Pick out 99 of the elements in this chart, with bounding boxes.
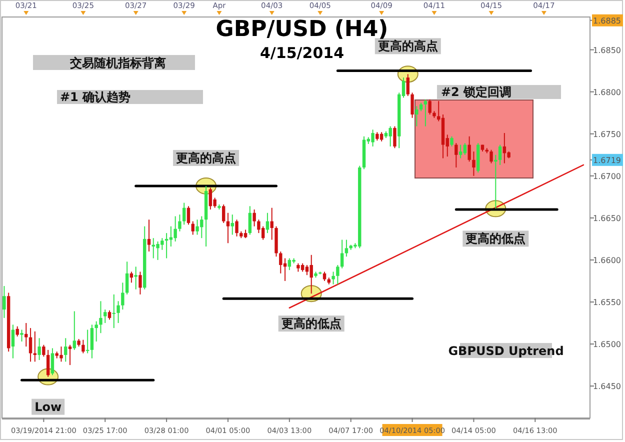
annotation: #2 锁定回调	[437, 85, 561, 99]
candlestick	[344, 239, 348, 258]
text: 4/15/2014	[260, 44, 344, 62]
candlestick	[468, 136, 471, 162]
candlestick	[322, 271, 326, 282]
candlestick	[340, 239, 344, 269]
y-tick-label: 1.6885	[593, 16, 621, 26]
candlestick	[424, 98, 428, 127]
candlestick	[208, 187, 212, 210]
candlestick	[305, 264, 309, 276]
y-tick-label: 1.6850	[593, 46, 621, 55]
y-tick-label: 1.6750	[593, 130, 621, 139]
candlestick	[72, 310, 76, 350]
candlestick	[11, 324, 15, 359]
candlestick	[406, 74, 410, 97]
candlestick	[24, 322, 28, 348]
candlestick	[450, 136, 454, 147]
candlestick	[90, 324, 94, 359]
annotation: 更高的高点	[378, 39, 438, 54]
candlestick	[42, 344, 46, 358]
candlestick	[178, 214, 182, 232]
annotation: 更高的高点	[176, 150, 236, 165]
annotation: Low	[34, 400, 62, 414]
candlestick	[257, 219, 260, 234]
candlestick	[332, 271, 335, 285]
annotation-label: 更高的低点	[462, 230, 529, 247]
candlestick	[64, 338, 68, 362]
candlestick	[99, 300, 102, 334]
candlestick	[16, 326, 19, 337]
candlestick	[138, 271, 142, 295]
annotation-label: 更高的高点	[374, 38, 441, 54]
y-tick-label: 1.6650	[593, 214, 621, 223]
candlestick	[502, 132, 506, 164]
annotation: GBPUSD Uptrend	[448, 343, 564, 358]
y-tick-label: 1.6600	[593, 256, 621, 265]
candlestick	[86, 329, 90, 354]
y-tick-label: 1.6719	[593, 156, 621, 165]
annotation: 更高的低点	[466, 232, 526, 246]
y-tick-label: 1.6700	[593, 172, 621, 181]
y-tick-label: 1.6450	[593, 382, 621, 392]
candlestick	[94, 320, 98, 342]
candlestick	[248, 206, 252, 236]
candlestick	[494, 154, 498, 210]
candlestick	[230, 214, 234, 236]
candlestick	[415, 106, 418, 127]
annotation: #1 确认趋势	[57, 90, 203, 104]
annotation: 交易随机指标背离	[69, 56, 166, 70]
candlestick	[169, 226, 173, 248]
y-tick-label: 1.6500	[593, 340, 621, 350]
candlestick	[116, 300, 120, 324]
y-tick-label: 1.6550	[593, 298, 621, 307]
annotation: #1 确认趋势	[60, 90, 131, 104]
annotation-label: Low	[32, 398, 65, 415]
candlestick	[38, 338, 41, 360]
candlestick	[226, 212, 230, 244]
candlestick	[112, 294, 116, 329]
candlestick	[454, 142, 458, 168]
candlestick	[336, 264, 340, 285]
candlestick	[270, 207, 274, 240]
candlestick	[428, 98, 432, 116]
annotation-label: 更高的低点	[278, 316, 344, 332]
candlestick	[252, 209, 256, 227]
candlestick	[125, 261, 129, 295]
candlestick	[261, 226, 265, 240]
annotation-label: 更高的高点	[173, 150, 240, 166]
candlestick	[20, 329, 24, 342]
y-tick-label: 1.6800	[593, 88, 621, 97]
candlestick	[388, 126, 392, 147]
candlestick	[134, 266, 138, 290]
candlestick	[186, 206, 190, 226]
candlestick	[310, 254, 313, 294]
candlestick	[371, 129, 374, 147]
candlestick	[174, 216, 177, 242]
annotation: #2 锁定回调	[441, 85, 512, 99]
annotation: 交易随机指标背离	[33, 55, 195, 70]
candlestick	[182, 202, 186, 226]
candlestick	[104, 309, 107, 324]
candlestick	[410, 92, 414, 118]
candlestick	[46, 349, 50, 378]
candlestick	[490, 149, 493, 164]
candlestick	[68, 344, 72, 366]
candlestick	[279, 251, 282, 274]
candlestick	[498, 144, 502, 166]
annotation: 更高的低点	[281, 316, 342, 331]
candlestick	[222, 204, 226, 224]
candlestick	[28, 328, 32, 362]
candlestick	[60, 346, 63, 362]
candlestick	[472, 151, 476, 176]
candlestick	[121, 282, 124, 310]
candlestick	[147, 219, 151, 252]
candlestick	[108, 310, 112, 320]
candlestick	[82, 339, 85, 354]
candlestick	[50, 348, 54, 376]
candlestick	[235, 219, 238, 237]
candlestick	[458, 144, 462, 159]
candlestick	[288, 258, 292, 271]
candlestick	[191, 220, 194, 236]
candlestick	[2, 286, 6, 318]
candlestick	[393, 126, 396, 149]
